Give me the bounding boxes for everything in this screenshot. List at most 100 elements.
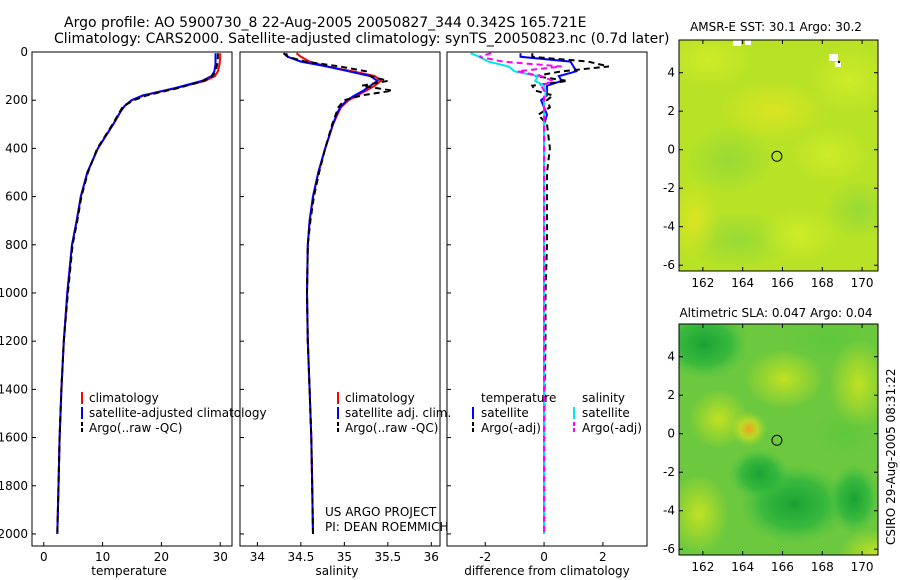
legend-satellite-label: satellite adj. clim. — [345, 406, 451, 420]
map-y-tick-label: -2 — [663, 181, 675, 195]
map-y-tick-label: -4 — [663, 220, 675, 234]
salinity-x-label: salinity — [315, 564, 358, 578]
side-timestamp-label: CSIRO 29-Aug-2005 08:31:22 — [884, 369, 898, 545]
salinity-x-axis: 34 34.5 35 35.5 36 — [250, 542, 439, 564]
difference-depth-ticks — [447, 51, 451, 535]
depth-tick-label: 800 — [5, 238, 28, 252]
figure-title-line2: Climatology: CARS2000. Satellite-adjuste… — [54, 31, 669, 47]
depth-tick-label: 1000 — [0, 286, 28, 300]
difference-x-label: difference from climatology — [464, 564, 630, 578]
x-tick-label: 35.5 — [374, 550, 401, 564]
salinity-depth-ticks — [240, 51, 244, 535]
sst-map-panel: AMSR-E SST: 30.1 Argo: 30.2 162 164 166 168… — [663, 20, 879, 290]
map-x-tick-label: 166 — [771, 560, 794, 574]
depth-tick-label: 1200 — [0, 334, 28, 348]
legend-satellite-label: satellite-adjusted climatology — [89, 406, 267, 420]
difference-legend: temperature satellite Argo(-adj) salinit… — [472, 391, 642, 435]
x-tick-label: 36 — [424, 550, 439, 564]
map-y-tick-label: 4 — [667, 66, 675, 80]
map-x-tick-label: 162 — [691, 276, 714, 290]
x-tick-label: 34 — [250, 550, 265, 564]
map-y-tick-label: 4 — [667, 350, 675, 364]
depth-tick-label: 200 — [5, 93, 28, 107]
depth-tick-label: 1800 — [0, 479, 28, 493]
difference-axes-frame — [446, 51, 648, 547]
figure-title-line1: Argo profile: AO 5900730_8 22-Aug-2005 2… — [64, 15, 587, 31]
x-tick-label: 34.5 — [288, 550, 315, 564]
depth-tick-label: 0 — [20, 45, 28, 59]
map-x-tick-label: 170 — [851, 276, 874, 290]
series-line-salinity-argo-adj- — [479, 52, 562, 534]
legend-climatology-label: climatology — [89, 391, 159, 405]
depth-tick-label: 400 — [5, 141, 28, 155]
salinity-series — [282, 52, 393, 535]
series-line-argo-raw-qc- — [56, 53, 219, 535]
x-tick-label: 30 — [213, 550, 228, 564]
depth-tick-label: 1600 — [0, 431, 28, 445]
legend-sal-satellite-label: satellite — [582, 406, 630, 420]
sla-map-axes: 162 164 166 168 170 4 2 0 -2 -4 -6 — [663, 324, 878, 574]
temperature-panel: 0 200 400 600 800 1000 1200 1400 1600 1800 2000 0 1… — [0, 45, 267, 578]
series-line-climatology — [295, 52, 383, 535]
legend-argo-label: Argo(..raw -QC) — [89, 421, 182, 435]
legend-temp-argo-label: Argo(-adj) — [481, 421, 541, 435]
difference-panel: -2 0 2 difference from climatology tempera… — [446, 51, 648, 578]
series-line-climatology — [56, 53, 222, 535]
map-y-tick-label: -6 — [663, 258, 675, 272]
legend-salinity-header: salinity — [582, 391, 625, 405]
x-tick-label: 2 — [599, 550, 607, 564]
difference-x-axis: -2 0 2 — [479, 542, 607, 564]
legend-temperature-header: temperature — [481, 391, 556, 405]
map-x-tick-label: 164 — [731, 560, 754, 574]
sst-map-image — [679, 40, 878, 271]
sla-map-panel: Altimetric SLA: 0.047 Argo: 0.04 162 164 1… — [663, 306, 879, 574]
map-x-tick-label: 168 — [811, 560, 834, 574]
salinity-legend: climatology satellite adj. clim. Argo(..… — [337, 391, 451, 435]
salinity-panel: 34 34.5 35 35.5 36 salinity climatology sate… — [239, 51, 451, 578]
temperature-legend: climatology satellite-adjusted climatolo… — [81, 391, 267, 435]
map-x-tick-label: 164 — [731, 276, 754, 290]
x-tick-label: -2 — [479, 550, 491, 564]
series-line-temperature-satellite — [519, 53, 578, 534]
x-tick-label: 35 — [337, 550, 352, 564]
series-line-salinity-satellite — [470, 52, 547, 534]
depth-axis: 0 200 400 600 800 1000 1200 1400 1600 1800 2000 — [0, 45, 36, 541]
map-y-tick-label: 0 — [667, 143, 675, 157]
sla-argo-location-marker — [771, 434, 783, 446]
credit-line1: US ARGO PROJECT — [325, 505, 437, 519]
x-tick-label: 0 — [40, 550, 48, 564]
legend-argo-label: Argo(..raw -QC) — [345, 421, 438, 435]
sla-map-image — [679, 324, 878, 555]
temperature-series — [56, 53, 222, 535]
salinity-axes-frame — [239, 51, 441, 547]
map-y-tick-label: -2 — [663, 465, 675, 479]
depth-tick-label: 600 — [5, 190, 28, 204]
x-tick-label: 10 — [95, 550, 110, 564]
credit-line2: PI: DEAN ROEMMICH — [325, 520, 448, 534]
series-line-argo-raw-qc- — [282, 52, 393, 535]
map-y-tick-label: 2 — [667, 388, 675, 402]
map-y-tick-label: 0 — [667, 427, 675, 441]
sst-argo-location-marker — [771, 150, 783, 162]
map-y-tick-label: 2 — [667, 104, 675, 118]
map-x-tick-label: 162 — [691, 560, 714, 574]
map-x-tick-label: 168 — [811, 276, 834, 290]
temperature-x-axis: 0 10 20 30 — [40, 542, 228, 564]
x-tick-label: 20 — [154, 550, 169, 564]
legend-climatology-label: climatology — [345, 391, 415, 405]
sla-map-title: Altimetric SLA: 0.047 Argo: 0.04 — [679, 306, 872, 320]
sst-map-axes: 162 164 166 168 170 4 2 0 -2 -4 -6 — [663, 40, 878, 290]
temperature-x-label: temperature — [91, 564, 166, 578]
legend-sal-argo-label: Argo(-adj) — [582, 421, 642, 435]
x-tick-label: 0 — [540, 550, 548, 564]
map-y-tick-label: -6 — [663, 542, 675, 556]
depth-tick-label: 1400 — [0, 382, 28, 396]
map-x-tick-label: 166 — [771, 276, 794, 290]
sla-map-frame — [678, 323, 879, 556]
sst-map-title: AMSR-E SST: 30.1 Argo: 30.2 — [690, 20, 862, 34]
sst-map-frame — [678, 39, 879, 272]
map-y-tick-label: -4 — [663, 504, 675, 518]
map-x-tick-label: 170 — [851, 560, 874, 574]
temperature-axes-frame — [31, 51, 233, 547]
